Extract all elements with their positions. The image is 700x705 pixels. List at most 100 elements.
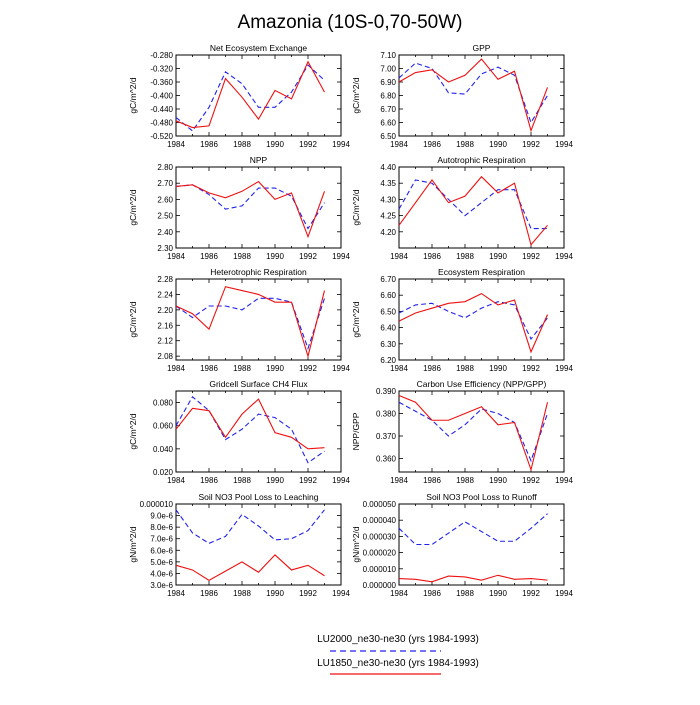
x-tick-label: 1992 [299, 364, 317, 373]
y-tick-label: -0.520 [150, 132, 173, 141]
y-tick-label: 6.70 [380, 275, 396, 284]
series-line-lu1850 [175, 180, 326, 239]
x-tick-label: 1988 [456, 364, 474, 373]
y-tick-label: 2.60 [157, 195, 173, 204]
series-line-lu2000 [175, 297, 326, 351]
panel-title: NPP [250, 155, 268, 165]
y-tick-label: 0.000000 [363, 581, 397, 590]
y-tick-label: 2.16 [157, 321, 173, 330]
y-tick-label: -0.280 [150, 51, 173, 60]
y-tick-label: 0.390 [376, 387, 397, 396]
y-axis-label: gC/m^2/d [351, 189, 361, 225]
y-tick-label: 4.30 [380, 195, 396, 204]
x-tick-label: 1984 [390, 140, 408, 149]
y-tick-label: 0.000010 [363, 565, 397, 574]
x-tick-label: 1990 [489, 364, 507, 373]
x-tick-label: 1984 [390, 252, 408, 261]
y-tick-label: 6.40 [380, 324, 396, 333]
y-tick-label: 0.000020 [363, 549, 397, 558]
y-axis-label: gN/m^2/d [351, 526, 361, 562]
x-tick-label: 1988 [233, 476, 251, 485]
y-tick-label: 0.000010 [140, 500, 174, 509]
y-axis-label: gC/m^2/d [128, 77, 138, 113]
panel-soil-no3-pool-loss-to-leaching: Soil NO3 Pool Loss to Leaching gN/m^2/d 19… [128, 492, 350, 598]
x-tick-label: 1990 [489, 140, 507, 149]
y-tick-label: -0.480 [150, 119, 173, 128]
series-line-lu2000 [175, 64, 325, 132]
y-axis-label: gC/m^2/d [128, 413, 138, 449]
y-axis-label: gC/m^2/d [128, 189, 138, 225]
y-tick-label: 4.0e-6 [150, 569, 173, 578]
y-tick-label: 6.20 [380, 356, 396, 365]
legend-label-lu2000: LU2000_ne30-ne30 (yrs 1984-1993) [317, 634, 479, 645]
series-line-lu2000 [398, 401, 549, 463]
y-tick-label: 9.0e-6 [150, 512, 173, 521]
y-tick-label: 4.20 [380, 228, 396, 237]
y-tick-label: 2.24 [157, 290, 173, 299]
x-tick-label: 1988 [456, 476, 474, 485]
x-tick-label: 1986 [423, 589, 441, 598]
series-line-lu1850 [398, 574, 548, 583]
plot-frame [398, 390, 565, 473]
x-tick-label: 1994 [555, 252, 573, 261]
y-tick-label: 3.0e-6 [150, 581, 173, 590]
panel-title: Soil NO3 Pool Loss to Leaching [198, 492, 318, 502]
y-tick-label: 6.30 [380, 340, 396, 349]
y-tick-label: 0.060 [153, 422, 174, 431]
x-tick-label: 1984 [167, 589, 185, 598]
plot-frame [175, 166, 342, 249]
x-tick-label: 1988 [456, 589, 474, 598]
y-axis-label: NPP/GPP [351, 412, 361, 450]
x-tick-label: 1988 [233, 140, 251, 149]
series-line-lu1850 [398, 58, 549, 133]
panel-title: Net Ecosystem Exchange [210, 43, 308, 53]
series-line-lu2000 [175, 395, 325, 464]
x-tick-label: 1986 [200, 252, 218, 261]
panel-net-ecosystem-exchange: Net Ecosystem Exchange gC/m^2/d 1984 1986 19… [128, 43, 350, 149]
panel-gpp: GPP gC/m^2/d 1984 1986 1988 1990 1992 1994 6.50 6… [351, 43, 573, 149]
x-tick-label: 1990 [266, 140, 284, 149]
x-tick-label: 1992 [299, 252, 317, 261]
series-line-lu1850 [398, 175, 548, 246]
y-tick-label: 7.0e-6 [150, 535, 173, 544]
x-tick-label: 1990 [489, 476, 507, 485]
y-tick-label: 6.60 [380, 291, 396, 300]
y-tick-label: -0.440 [150, 105, 173, 114]
series-line-lu2000 [398, 301, 548, 340]
x-tick-label: 1986 [423, 140, 441, 149]
y-tick-label: 2.40 [157, 228, 173, 237]
y-tick-label: 4.35 [380, 179, 396, 188]
x-tick-label: 1986 [200, 476, 218, 485]
y-tick-label: 5.0e-6 [150, 558, 173, 567]
x-tick-label: 1984 [167, 252, 185, 261]
panel-npp: NPP gC/m^2/d 1984 1986 1988 1990 1992 1994 2.30 2… [128, 155, 350, 261]
panel-title: Soil NO3 Pool Loss to Runoff [426, 492, 537, 502]
series-line-lu2000 [175, 184, 325, 230]
x-tick-label: 1990 [489, 589, 507, 598]
x-tick-label: 1984 [167, 476, 185, 485]
legend-label-lu1850: LU1850_ne30-ne30 (yrs 1984-1993) [317, 658, 479, 669]
x-tick-label: 1986 [423, 364, 441, 373]
x-tick-label: 1992 [522, 140, 540, 149]
y-tick-label: 4.40 [380, 163, 396, 172]
y-tick-label: 7.00 [380, 65, 396, 74]
y-tick-label: 0.000030 [363, 532, 397, 541]
plot-frame [175, 54, 342, 137]
x-tick-label: 1992 [299, 140, 317, 149]
y-axis-label: gC/m^2/d [351, 77, 361, 113]
y-tick-label: 6.50 [380, 132, 396, 141]
series-line-lu2000 [398, 513, 548, 546]
x-tick-label: 1994 [332, 364, 350, 373]
x-tick-label: 1990 [266, 589, 284, 598]
y-tick-label: 0.020 [153, 468, 174, 477]
panel-title: GPP [473, 43, 491, 53]
panel-title: Carbon Use Efficiency (NPP/GPP) [417, 379, 547, 389]
series-line-lu1850 [398, 292, 549, 354]
panel-grid: Net Ecosystem Exchange gC/m^2/d 1984 1986 19… [128, 43, 573, 598]
y-tick-label: 6.0e-6 [150, 546, 173, 555]
x-tick-label: 1994 [332, 589, 350, 598]
panel-soil-no3-pool-loss-to-runoff: Soil NO3 Pool Loss to Runoff gN/m^2/d 1984… [351, 492, 573, 598]
plot-frame [398, 54, 565, 137]
figure-title: Amazonia (10S-0,70-50W) [238, 12, 463, 33]
